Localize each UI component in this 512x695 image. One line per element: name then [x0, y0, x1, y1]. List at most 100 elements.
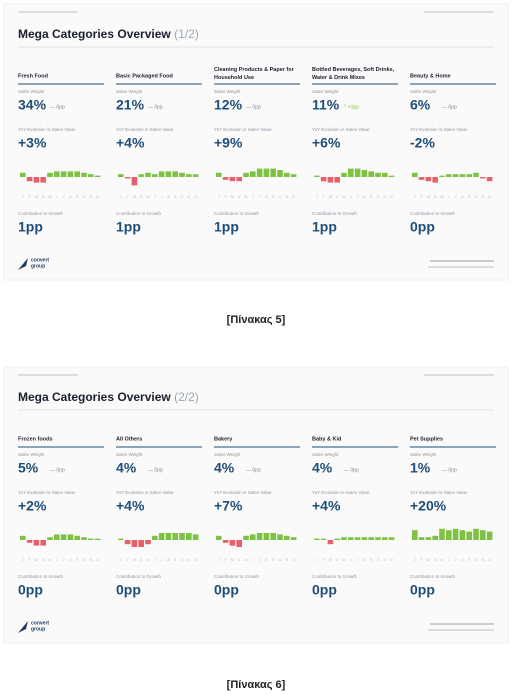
mini-bar: [341, 537, 347, 540]
label: Contribution to Growth: [214, 211, 260, 216]
month-label: S: [272, 195, 275, 199]
month-label: F: [29, 558, 31, 562]
month-label: A: [363, 195, 366, 199]
mini-bar: [60, 171, 67, 177]
month-label: N: [384, 195, 387, 199]
column-name: Frozen foods: [18, 436, 53, 442]
weight-change: — 0pp: [50, 467, 65, 473]
month-label: J: [414, 558, 416, 562]
mini-bar: [243, 535, 249, 540]
column-name: Baby & Kid: [312, 436, 341, 442]
month-label: N: [482, 195, 485, 199]
mini-bar: [418, 177, 425, 180]
month-label: J: [316, 195, 318, 199]
month-label: A: [461, 558, 464, 562]
month-label: J: [455, 558, 457, 562]
mini-bar: [466, 531, 472, 540]
label: Contribution to Growth: [410, 211, 456, 216]
mini-bar: [26, 177, 33, 182]
month-label: J: [455, 195, 457, 199]
label: Sales Weight: [116, 89, 143, 94]
footer-strip: [428, 266, 494, 268]
month-label: S: [76, 558, 79, 562]
mini-bar: [480, 177, 486, 179]
month-label: O: [181, 558, 184, 562]
month-label: S: [174, 558, 177, 562]
mini-bar: [118, 538, 124, 540]
month-label: D: [292, 558, 295, 562]
month-label: M: [147, 195, 150, 199]
month-label: A: [434, 195, 437, 199]
month-label: S: [468, 558, 471, 562]
month-label: M: [329, 195, 332, 199]
month-label: A: [265, 558, 268, 562]
label: YoY Evolution in Sales Value: [312, 490, 370, 495]
weight-change: — 0pp: [344, 467, 359, 473]
month-label: F: [421, 558, 423, 562]
mini-bar: [222, 540, 229, 543]
mini-bar: [216, 172, 222, 177]
weight-change: — 0pp: [442, 467, 457, 473]
mini-bar: [81, 172, 87, 177]
mini-bar: [290, 537, 297, 540]
month-label: J: [63, 195, 65, 199]
month-label: F: [225, 195, 227, 199]
label: Contribution to Growth: [312, 211, 358, 216]
mini-bar: [26, 540, 33, 543]
month-label: D: [96, 195, 99, 199]
mini-bar: [236, 177, 242, 182]
mini-bar: [327, 177, 334, 183]
month-label: J: [56, 558, 58, 562]
weight-change: — 0pp: [246, 467, 261, 473]
month-label: M: [245, 558, 248, 562]
column-name: Bakery: [214, 436, 233, 442]
month-label: M: [49, 195, 52, 199]
month-label: N: [188, 195, 191, 199]
month-label: D: [96, 558, 99, 562]
mini-bar: [158, 533, 165, 540]
month-label: J: [252, 558, 254, 562]
month-label: M: [441, 558, 444, 562]
month-label: M: [427, 195, 430, 199]
label: Contribution to Growth: [214, 574, 260, 579]
mini-bar: [152, 174, 158, 177]
logo-text: convert: [31, 257, 49, 263]
month-label: O: [475, 558, 478, 562]
month-label: F: [29, 195, 31, 199]
logo-text: convert: [31, 620, 49, 626]
mini-bar: [20, 172, 26, 177]
weight-value: 34%: [18, 97, 47, 113]
label: YoY Evolution in Sales Value: [214, 490, 272, 495]
month-label: O: [83, 195, 86, 199]
mini-bar: [20, 535, 26, 540]
column-name: Bottled Beverages, Soft Drinks, Water & …: [312, 67, 395, 81]
month-label: J: [414, 195, 416, 199]
mini-bar: [33, 177, 40, 183]
mini-bar: [348, 537, 354, 540]
weight-change: — 0pp: [148, 104, 163, 110]
column-name: All Others: [116, 436, 142, 442]
logo-mark: [18, 258, 28, 270]
mini-bar: [74, 171, 80, 177]
month-label: J: [120, 195, 122, 199]
mini-bar: [40, 177, 46, 183]
label: YoY Evolution in Sales Value: [410, 490, 468, 495]
month-label: F: [323, 558, 325, 562]
mini-bar: [320, 177, 327, 182]
label: Sales Weight: [312, 89, 339, 94]
mini-bar: [250, 534, 256, 540]
mini-bar: [47, 537, 53, 540]
column-name: Pet Supplies: [410, 436, 443, 442]
month-label: A: [69, 195, 72, 199]
weight-change: — 0pp: [246, 104, 261, 110]
month-label: J: [259, 558, 261, 562]
header-strip: [18, 374, 78, 376]
month-label: M: [231, 558, 234, 562]
month-label: J: [154, 558, 156, 562]
mini-bar: [192, 534, 199, 540]
mini-bar: [94, 538, 101, 540]
month-label: M: [231, 195, 234, 199]
month-label: J: [448, 195, 450, 199]
contribution-value: 0pp: [18, 582, 43, 598]
month-label: M: [329, 558, 332, 562]
